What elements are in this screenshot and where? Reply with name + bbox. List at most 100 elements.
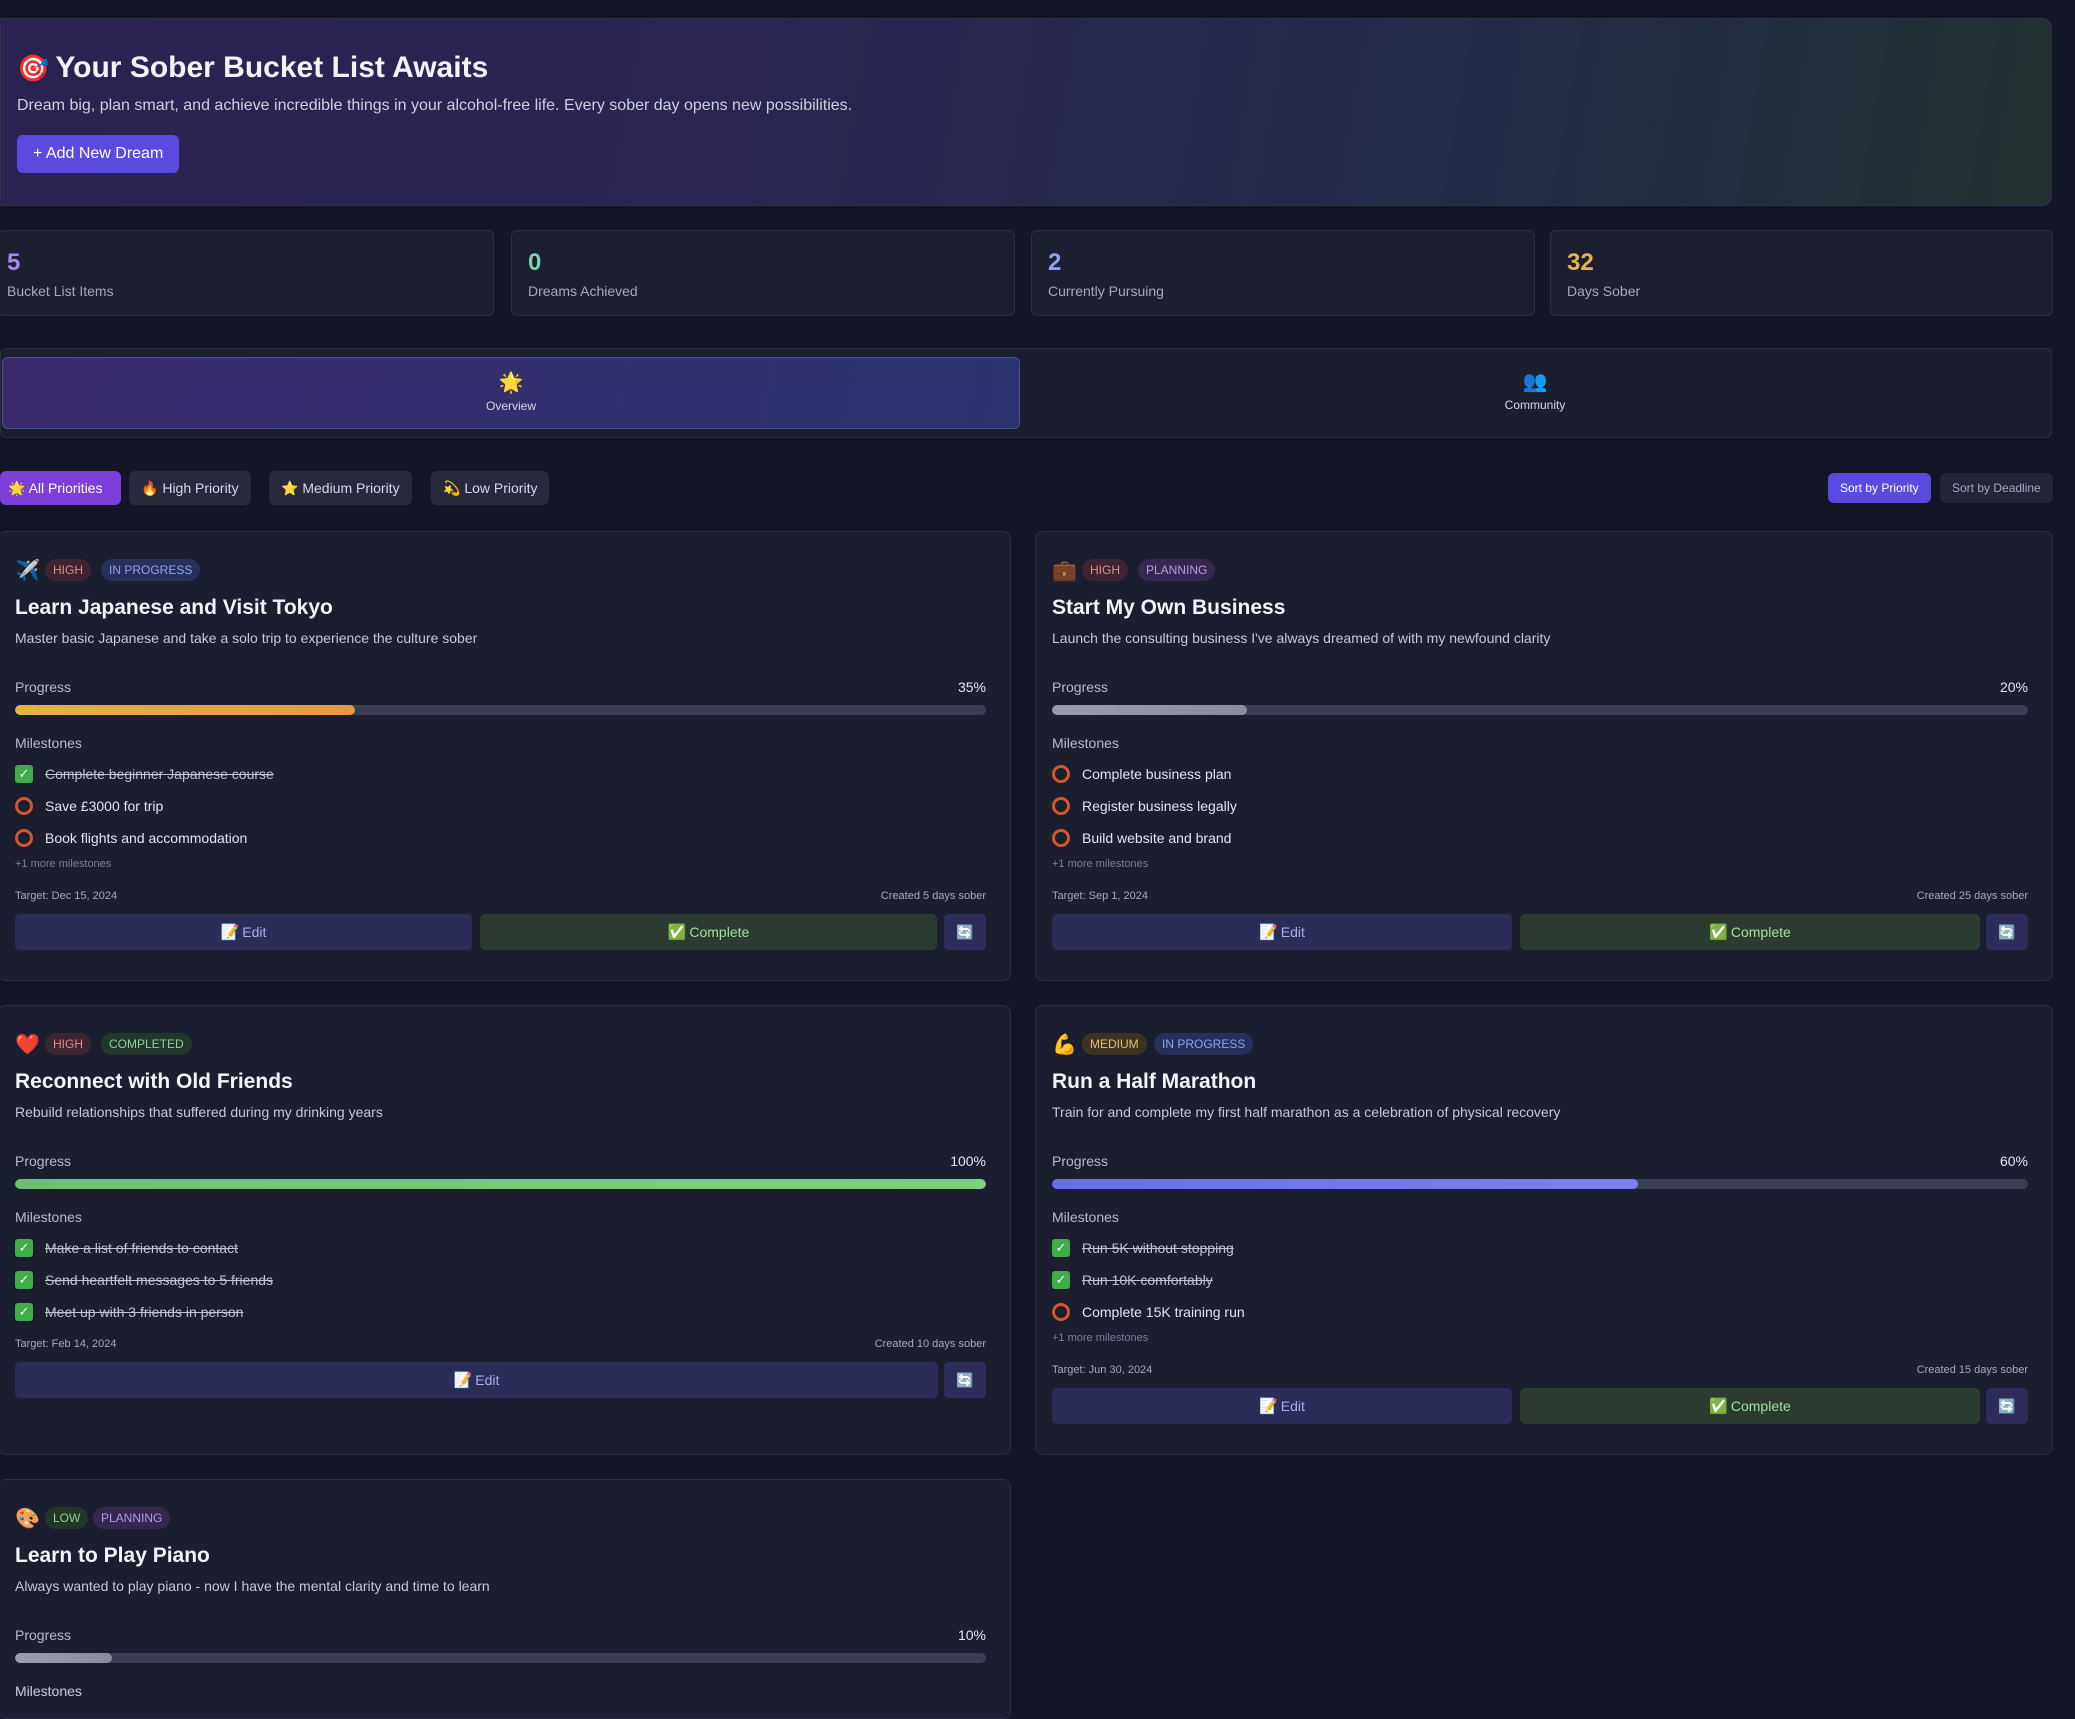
progress-percent: 20% <box>1999 679 2028 695</box>
created-info: Created 5 days sober <box>880 890 986 902</box>
target-date: Target: Feb 14, 2024 <box>15 1338 117 1350</box>
checkbox-empty-icon[interactable] <box>1052 797 1070 816</box>
flexed-arm-icon: 💪 <box>1052 1034 1077 1056</box>
milestone-text: Complete business plan <box>1082 766 1232 782</box>
checkbox-checked-icon[interactable]: ✓ <box>15 1271 33 1290</box>
filter-medium-priority[interactable]: ⭐ Medium Priority <box>269 471 412 505</box>
priority-badge: HIGH <box>45 1033 91 1055</box>
progress-percent: 35% <box>957 679 986 695</box>
progress-bar <box>15 705 986 715</box>
complete-button[interactable]: ✅ Complete <box>480 914 937 950</box>
stat-value: 0 <box>528 249 542 276</box>
milestones-label: Milestones <box>1052 1209 1119 1225</box>
star-icon: ⭐ <box>281 480 299 496</box>
memo-icon: 📝 <box>1259 924 1278 941</box>
checkbox-empty-icon[interactable] <box>15 829 33 848</box>
progress-percent: 100% <box>950 1153 986 1169</box>
priority-badge: LOW <box>45 1507 89 1529</box>
filter-all-priorities[interactable]: 🌟 All Priorities <box>0 471 121 505</box>
complete-button[interactable]: ✅ Complete <box>1520 914 1980 950</box>
star-icon: 🌟 <box>8 480 26 496</box>
progress-fill <box>15 705 355 715</box>
created-info: Created 25 days sober <box>1916 890 2028 902</box>
priority-badge: HIGH <box>45 559 91 581</box>
stat-label: Dreams Achieved <box>528 283 638 299</box>
milestone-text: Complete beginner Japanese course <box>45 766 274 782</box>
milestone-text: Run 10K comfortably <box>1082 1272 1213 1288</box>
checkbox-checked-icon[interactable]: ✓ <box>15 1303 33 1322</box>
priority-badge: HIGH <box>1082 559 1128 581</box>
progress-label: Progress <box>15 1627 72 1643</box>
stat-value: 32 <box>1567 249 1594 276</box>
stat-card-bucket-list-items: 5 Bucket List Items <box>0 230 494 316</box>
milestone-text: Complete 15K training run <box>1082 1304 1245 1320</box>
card-description: Launch the consulting business I've alwa… <box>1052 630 1551 646</box>
memo-icon: 📝 <box>453 1372 473 1389</box>
add-new-dream-button[interactable]: + Add New Dream <box>17 135 180 173</box>
checkbox-checked-icon[interactable]: ✓ <box>1052 1271 1070 1290</box>
progress-label: Progress <box>15 679 72 695</box>
milestone-text: Meet up with 3 friends in person <box>45 1304 244 1320</box>
star-icon: 🌟 <box>498 372 524 394</box>
view-tabs: 🌟 Overview 👥 Community <box>0 348 2052 438</box>
created-info: Created 10 days sober <box>874 1338 986 1350</box>
refresh-button[interactable]: 🔄 <box>1986 1388 2028 1424</box>
tab-community[interactable]: 👥 Community <box>1025 357 2045 429</box>
more-milestones: +1 more milestones <box>1052 1332 1149 1344</box>
edit-button[interactable]: 📝 Edit <box>15 1362 938 1398</box>
card-title: Run a Half Marathon <box>1052 1070 1257 1093</box>
checkbox-empty-icon[interactable] <box>1052 1303 1070 1322</box>
checkbox-checked-icon[interactable]: ✓ <box>15 1239 33 1258</box>
progress-fill <box>1052 705 1248 715</box>
sort-by-priority-button[interactable]: Sort by Priority <box>1828 473 1931 503</box>
refresh-icon: 🔄 <box>956 924 974 940</box>
created-info: Created 15 days sober <box>1916 1364 2028 1376</box>
heart-icon: ❤️ <box>15 1034 40 1056</box>
progress-fill <box>1052 1179 1638 1189</box>
progress-percent: 10% <box>957 1627 986 1643</box>
progress-bar <box>15 1653 986 1663</box>
check-mark-icon: ✅ <box>1709 924 1728 941</box>
checkbox-empty-icon[interactable] <box>1052 765 1070 784</box>
filter-high-priority[interactable]: 🔥 High Priority <box>129 471 251 505</box>
filter-low-priority[interactable]: 💫 Low Priority <box>431 471 550 505</box>
refresh-button[interactable]: 🔄 <box>944 914 986 950</box>
milestone-item: Register business legally <box>1052 795 1237 817</box>
checkbox-empty-icon[interactable] <box>15 797 33 816</box>
target-date: Target: Sep 1, 2024 <box>1052 890 1149 902</box>
milestone-item: ✓ Make a list of friends to contact <box>15 1237 238 1259</box>
sort-by-deadline-button[interactable]: Sort by Deadline <box>1940 473 2053 503</box>
checkbox-checked-icon[interactable]: ✓ <box>1052 1239 1070 1258</box>
status-badge: PLANNING <box>93 1507 171 1529</box>
status-badge: IN PROGRESS <box>101 559 201 581</box>
briefcase-icon: 💼 <box>1052 560 1077 582</box>
progress-fill <box>15 1179 986 1189</box>
checkbox-empty-icon[interactable] <box>1052 829 1070 848</box>
milestone-item: ✓ Send heartfelt messages to 5 friends <box>15 1269 273 1291</box>
stat-label: Currently Pursuing <box>1048 283 1164 299</box>
memo-icon: 📝 <box>1259 1398 1278 1415</box>
refresh-icon: 🔄 <box>1998 1398 2016 1414</box>
stat-card-days-sober: 32 Days Sober <box>1550 230 2053 316</box>
tab-overview[interactable]: 🌟 Overview <box>2 357 1020 429</box>
edit-button[interactable]: 📝 Edit <box>15 914 472 950</box>
milestone-text: Book flights and accommodation <box>45 830 248 846</box>
progress-fill <box>15 1653 113 1663</box>
checkbox-checked-icon[interactable]: ✓ <box>15 765 33 784</box>
milestone-text: Register business legally <box>1082 798 1237 814</box>
milestone-item: ✓ Complete beginner Japanese course <box>15 763 274 785</box>
check-mark-icon: ✅ <box>667 924 687 941</box>
refresh-button[interactable]: 🔄 <box>1986 914 2028 950</box>
progress-bar <box>1052 1179 2028 1189</box>
complete-button[interactable]: ✅ Complete <box>1520 1388 1980 1424</box>
edit-button[interactable]: 📝 Edit <box>1052 1388 1512 1424</box>
card-title: Reconnect with Old Friends <box>15 1070 293 1093</box>
stat-value: 2 <box>1048 249 1062 276</box>
bucket-list-card: 💪 MEDIUM IN PROGRESS Run a Half Marathon Tra… <box>1035 1005 2053 1455</box>
hero-subtitle: Dream big, plan smart, and achieve incre… <box>17 97 853 114</box>
bucket-list-card: ✈️ HIGH IN PROGRESS Learn Japanese and Visi… <box>0 531 1011 981</box>
status-badge: IN PROGRESS <box>1154 1033 1254 1055</box>
refresh-button[interactable]: 🔄 <box>944 1362 986 1398</box>
refresh-icon: 🔄 <box>1998 924 2016 940</box>
edit-button[interactable]: 📝 Edit <box>1052 914 1512 950</box>
